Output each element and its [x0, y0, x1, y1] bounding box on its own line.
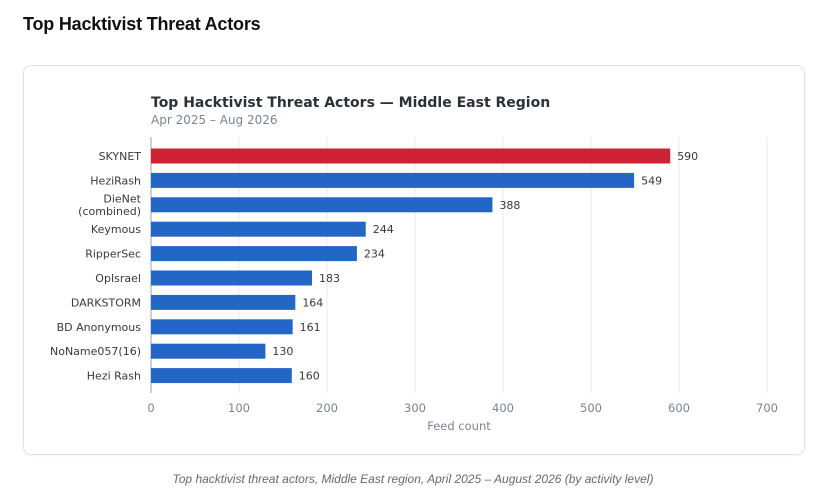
value-label: 161 [300, 321, 321, 334]
bar [151, 221, 366, 237]
bars [151, 148, 671, 384]
bar [151, 197, 493, 213]
value-labels: 590 549 388 244 234 183 164 161 130 160 [272, 150, 698, 383]
bar [151, 319, 293, 335]
x-tick-label: 400 [492, 401, 514, 415]
category-label: DieNet (combined) [78, 193, 142, 219]
category-label: Hezi Rash [87, 370, 141, 383]
x-tick-label: 100 [228, 401, 250, 415]
value-label: 164 [302, 296, 323, 309]
x-tick-labels: 0 100 200 300 400 500 600 700 [147, 401, 778, 415]
category-label: SKYNET [99, 150, 142, 163]
x-tick-label: 0 [147, 401, 154, 415]
chart-subtitle: Apr 2025 – Aug 2026 [151, 113, 278, 127]
bar [151, 368, 292, 384]
x-axis-label: Feed count [427, 419, 491, 433]
value-label: 590 [677, 150, 698, 163]
value-label: 130 [272, 345, 293, 358]
category-label: Keymous [91, 223, 141, 236]
bar [151, 246, 357, 262]
bar [151, 294, 296, 310]
value-label: 234 [364, 248, 385, 261]
chart-title: Top Hacktivist Threat Actors — Middle Ea… [151, 95, 550, 111]
x-tick-label: 600 [668, 401, 690, 415]
bar [151, 148, 671, 164]
category-label: NoName057(16) [50, 345, 141, 358]
page-title: Top Hacktivist Threat Actors [23, 14, 261, 34]
value-label: 244 [373, 223, 394, 236]
x-tick-label: 700 [756, 401, 778, 415]
bar [151, 172, 635, 188]
category-label: BD Anonymous [57, 321, 142, 334]
figure-caption: Top hacktivist threat actors, Middle Eas… [172, 472, 654, 486]
bar [151, 343, 266, 359]
category-labels: SKYNET HeziRash DieNet (combined) Keymous Rip… [50, 150, 142, 383]
x-tick-label: 500 [580, 401, 602, 415]
category-label: OpIsrael [95, 272, 141, 285]
value-label: 183 [319, 272, 340, 285]
x-tick-label: 300 [404, 401, 426, 415]
bar-chart: SKYNET HeziRash DieNet (combined) Keymous Rip… [50, 95, 778, 433]
category-label: DARKSTORM [71, 296, 141, 309]
x-tick-label: 200 [316, 401, 338, 415]
value-label: 388 [499, 199, 520, 212]
bar [151, 270, 313, 286]
category-label: RipperSec [85, 248, 141, 261]
value-label: 549 [641, 174, 662, 187]
value-label: 160 [299, 370, 320, 383]
category-label: HeziRash [90, 174, 141, 187]
